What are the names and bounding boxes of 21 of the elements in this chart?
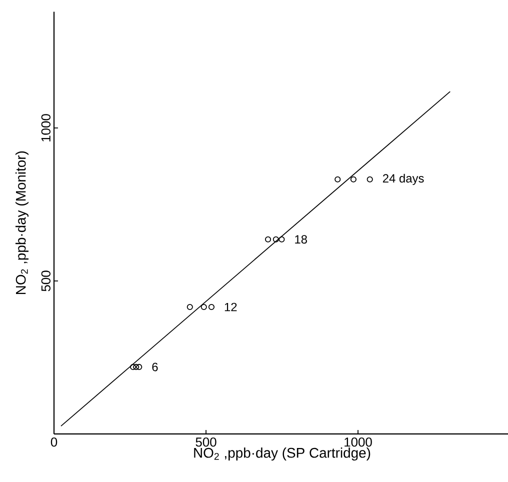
point — [208, 304, 215, 310]
point — [334, 176, 341, 182]
annotation: 24 days — [382, 174, 424, 185]
annotation: 6 — [152, 362, 158, 372]
annotation: 18 — [295, 235, 307, 244]
point — [278, 236, 285, 242]
point — [200, 304, 207, 310]
x-tick-label: 1000 — [344, 438, 372, 447]
point — [186, 304, 193, 310]
x-tick-label: 0 — [50, 438, 58, 447]
y-axis-title: NO$_{2}$ ,ppb·day (Monitor) — [15, 151, 28, 294]
point — [264, 236, 272, 242]
point — [272, 236, 279, 242]
point — [350, 176, 356, 182]
point — [366, 176, 373, 182]
point — [130, 364, 136, 370]
point — [136, 364, 142, 370]
x-tick-label: 500 — [196, 438, 216, 447]
annotation: 12 — [224, 302, 237, 312]
point — [133, 364, 140, 370]
x-axis-title: NO$_{2}$ ,ppb·day (SP Cartridge) — [194, 448, 370, 461]
